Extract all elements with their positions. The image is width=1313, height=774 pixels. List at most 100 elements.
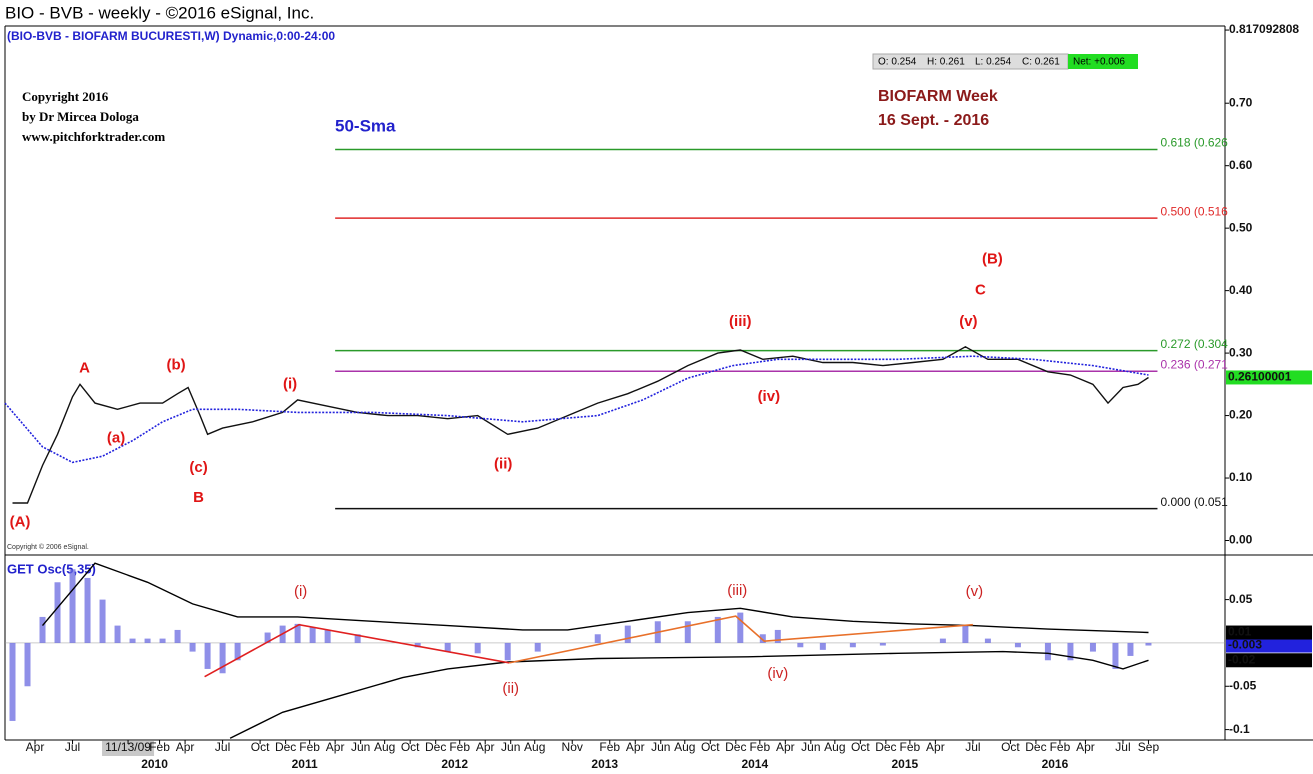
sma-line: [4, 355, 1149, 464]
x-tick-label: Oct: [701, 740, 720, 754]
wave-label: C: [975, 282, 986, 299]
fib-label: 0.000 (0.051: [1160, 495, 1228, 509]
osc-bar: [774, 629, 781, 643]
fib-label: 0.618 (0.626: [1160, 136, 1228, 150]
osc-bar: [174, 629, 181, 643]
sma-label: 50-Sma: [335, 116, 396, 135]
osc-bar: [594, 634, 601, 643]
osc-bar: [714, 616, 721, 643]
x-tick-label: Dec: [875, 740, 896, 754]
wave-label: A: [79, 360, 90, 377]
wave-label: (A): [10, 513, 31, 530]
wave-label: (ii): [494, 455, 512, 472]
note: 16 Sept. - 2016: [878, 112, 989, 129]
x-tick-label: Oct: [851, 740, 870, 754]
net-box: [1068, 54, 1138, 69]
x-tick-label: Feb: [900, 740, 921, 754]
x-tick-label: Jun: [651, 740, 670, 754]
last-value-box: [1226, 370, 1312, 385]
osc-bar: [1127, 642, 1134, 656]
x-tick-label: Apr: [926, 740, 945, 754]
trend-line: [509, 615, 973, 664]
y-tick-label: 0.00: [1229, 533, 1253, 547]
x-tick-label: Apr: [26, 740, 45, 754]
cursor-tick-bg: [102, 741, 155, 756]
year-label: 2014: [741, 757, 768, 771]
osc-bar: [84, 577, 91, 643]
wave-label: (v): [959, 313, 977, 330]
last-value-box: [1226, 638, 1312, 653]
net: Net: +0.006: [1073, 57, 1125, 68]
fib-label: 0.236 (0.271: [1160, 357, 1228, 371]
y-tick-label: 0.40: [1229, 283, 1253, 297]
x-tick-label: Apr: [626, 740, 645, 754]
wave-label: (i): [294, 583, 307, 600]
osc-bar: [1089, 642, 1096, 652]
y-tick-label: 0.30: [1229, 345, 1253, 359]
y-tick-label: 0.20: [1229, 408, 1253, 422]
osc-bar: [849, 642, 856, 648]
year-label: 2016: [1042, 757, 1069, 771]
osc-bar: [1067, 642, 1074, 661]
y-tick-label: 0.60: [1229, 158, 1253, 172]
trend-line: [204, 623, 510, 678]
osc-bar: [939, 638, 946, 643]
y-tick-label: 0.05: [1229, 592, 1253, 606]
x-tick-label: Jun: [351, 740, 370, 754]
x-tick-label: Feb: [1050, 740, 1071, 754]
osc-bar: [309, 627, 316, 643]
osc-bar: [9, 642, 16, 721]
x-tick-label: Aug: [674, 740, 695, 754]
last-value-box: [1226, 653, 1312, 668]
subtitle: (BIO-BVB - BIOFARM BUCURESTI,W) Dynamic,…: [7, 29, 335, 43]
wave-label: (v): [966, 583, 984, 600]
x-tick-label: Apr: [176, 740, 195, 754]
wave-label: B: [193, 489, 204, 506]
x-tick-label: Jul: [1115, 740, 1130, 754]
x-tick-label: Oct: [1001, 740, 1020, 754]
osc-bar: [39, 616, 46, 643]
x-tick-label: Apr: [326, 740, 345, 754]
ohlc: C: 0.261: [1022, 57, 1060, 68]
osc-bar: [219, 642, 226, 674]
x-tick-label: Jul: [965, 740, 980, 754]
wave-label: (b): [166, 357, 185, 374]
osc-bar: [189, 642, 196, 652]
fib-label: 0.272 (0.304: [1160, 337, 1228, 351]
x-tick-label: Feb: [749, 740, 770, 754]
osc-bar: [114, 625, 121, 643]
osc-bar: [1014, 642, 1021, 648]
y-tick-label: 0.70: [1229, 95, 1253, 109]
wave-label: (iv): [758, 388, 781, 405]
wave-label: (ii): [502, 680, 519, 697]
year-label: 2011: [292, 757, 318, 771]
copyright: Copyright 2016: [22, 89, 109, 104]
osc-bar: [624, 625, 631, 643]
x-tick-label: Oct: [251, 740, 270, 754]
x-tick-label: Aug: [524, 740, 545, 754]
osc-bar: [414, 642, 421, 648]
osc-bar: [204, 642, 211, 669]
wave-label: (c): [189, 459, 207, 476]
x-tick-label: 11/13/09: [105, 740, 151, 754]
y-tick-label: -0.1: [1229, 722, 1250, 736]
year-label: 2013: [591, 757, 618, 771]
series-line: [229, 650, 1149, 739]
osc-bar: [24, 642, 31, 687]
year-label: 2015: [892, 757, 919, 771]
osc-bar: [99, 599, 106, 643]
esignal-note: Copyright © 2006 eSignal.: [7, 543, 89, 551]
osc-bar: [1112, 642, 1119, 669]
fib-label: 0.500 (0.516: [1160, 204, 1228, 218]
osc-bar: [797, 642, 804, 648]
last-value-label: 0.26100001: [1228, 370, 1292, 384]
x-tick-label: Apr: [776, 740, 795, 754]
y-tick-label: -0.05: [1229, 678, 1257, 692]
x-tick-label: Nov: [562, 740, 583, 754]
osc-bar: [737, 612, 744, 643]
osc-bar: [1145, 642, 1152, 646]
osc-bar: [159, 638, 166, 643]
x-tick-label: Jul: [215, 740, 230, 754]
x-tick-label: Feb: [599, 740, 620, 754]
